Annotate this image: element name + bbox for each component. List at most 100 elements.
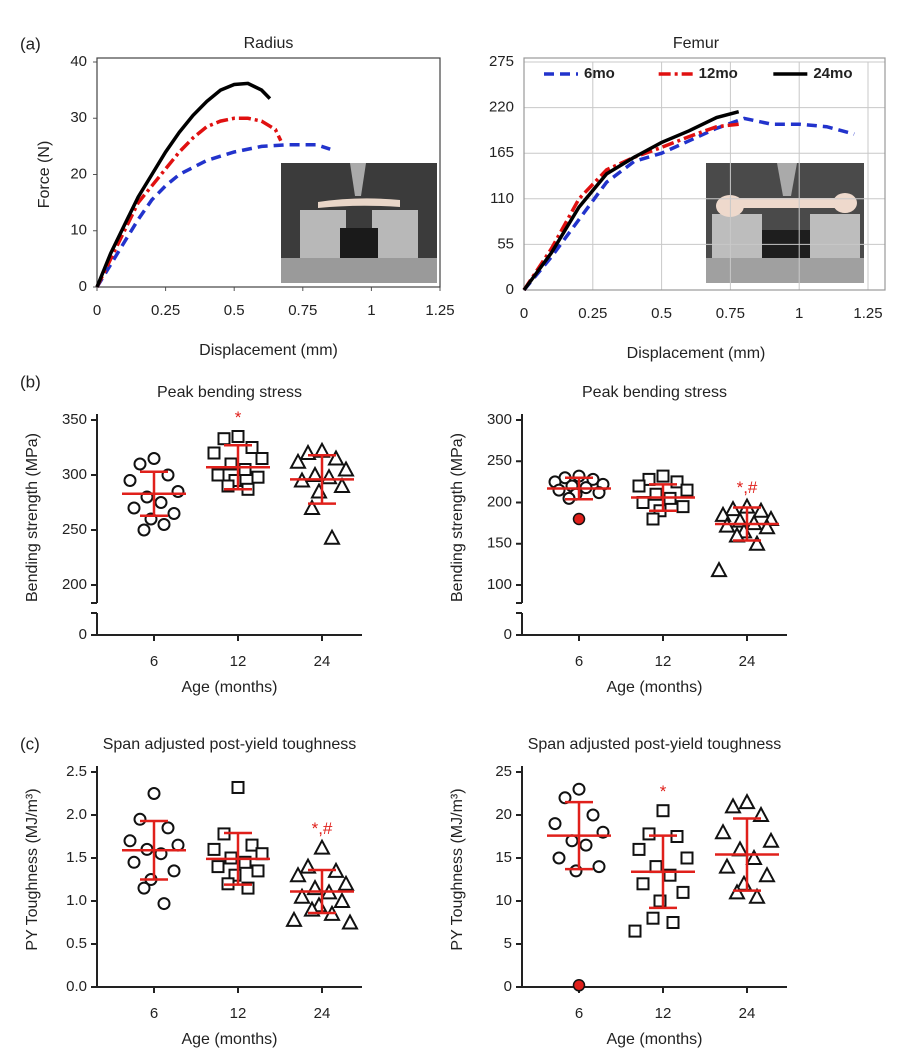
y-tick-label: 20 [70, 165, 87, 182]
data-point [167, 507, 181, 520]
data-point [636, 877, 650, 891]
y-tick-label: 0 [504, 626, 512, 643]
data-point [320, 468, 338, 485]
data-point [161, 821, 175, 835]
data-point [579, 838, 593, 852]
data-point [752, 501, 770, 518]
y-tick-label: 110 [490, 190, 514, 207]
data-point [133, 457, 147, 471]
plot-frame [523, 57, 886, 291]
y-tick-label: 40 [70, 53, 87, 70]
y-tick-label: 350 [62, 411, 87, 428]
y-tick-label: 0 [506, 281, 514, 298]
y-tick-label: 200 [62, 576, 87, 593]
legend-label: 12mo [699, 65, 738, 82]
chart-title: Span adjusted post-yield toughness [528, 736, 782, 753]
data-point [127, 855, 141, 869]
y-tick-label: 165 [489, 144, 514, 161]
x-tick-label: 1.25 [425, 302, 454, 319]
y-tick-label: 0 [79, 626, 87, 643]
data-point [663, 868, 677, 882]
data-point [762, 831, 780, 848]
outlier-point [572, 979, 586, 992]
significance-label: *,# [737, 478, 758, 497]
data-point [666, 916, 680, 929]
chart-title: Span adjusted post-yield toughness [103, 736, 357, 753]
data-point [211, 468, 225, 482]
data-point [238, 463, 252, 476]
data-point [656, 469, 670, 483]
data-point [653, 894, 667, 908]
x-tick-label: 6 [575, 1005, 583, 1022]
data-point [245, 441, 259, 454]
panel-label: (b) [20, 372, 41, 391]
data-point [724, 797, 742, 814]
x-tick-label: 1.25 [853, 305, 882, 322]
data-point [680, 483, 694, 497]
data-point [289, 452, 307, 469]
y-tick-label: 300 [487, 411, 512, 428]
data-point [676, 885, 690, 899]
data-point [656, 804, 670, 818]
chart-title: Radius [244, 35, 294, 52]
data-point [221, 479, 235, 493]
panel-label: (c) [20, 734, 40, 753]
data-point [171, 838, 185, 852]
data-point [649, 860, 663, 874]
data-point [228, 868, 242, 882]
x-tick-label: 0.5 [224, 302, 245, 319]
data-point [157, 897, 171, 911]
x-tick-label: 6 [150, 1005, 158, 1022]
data-point [758, 866, 776, 883]
x-tick-label: 0.5 [651, 305, 672, 322]
data-point [167, 864, 181, 878]
data-point [306, 465, 324, 482]
data-point [293, 887, 311, 904]
x-tick-label: 12 [655, 1005, 672, 1022]
significance-label: *,# [312, 819, 333, 838]
x-tick-label: 24 [739, 1005, 756, 1022]
x-tick-label: 0.75 [288, 302, 317, 319]
y-tick-label: 150 [487, 535, 512, 552]
x-axis-label: Age (months) [606, 1031, 702, 1048]
x-tick-label: 12 [655, 653, 672, 670]
y-tick-label: 0.0 [66, 978, 87, 995]
data-point [323, 528, 341, 545]
x-tick-label: 12 [230, 653, 247, 670]
data-point [718, 857, 736, 874]
y-tick-label: 220 [489, 99, 514, 116]
y-axis-label: Bending strength (MPa) [24, 433, 41, 602]
y-axis-label: Force (N) [36, 141, 53, 209]
x-tick-label: 1 [795, 305, 803, 322]
x-axis-label: Age (months) [606, 679, 702, 696]
data-point [337, 460, 355, 477]
data-point [632, 842, 646, 856]
y-tick-label: 20 [495, 806, 512, 823]
data-point [745, 514, 763, 531]
data-point [745, 848, 763, 865]
x-tick-label: 0 [520, 305, 528, 322]
data-point [123, 474, 137, 487]
x-tick-label: 24 [314, 1005, 331, 1022]
y-tick-label: 10 [495, 892, 512, 909]
panel-label: (a) [20, 34, 41, 53]
data-point [231, 780, 245, 794]
series-line [95, 142, 331, 288]
data-point [586, 808, 600, 822]
y-tick-label: 250 [62, 521, 87, 538]
x-tick-label: 0.25 [151, 302, 180, 319]
chart-title: Peak bending stress [582, 384, 727, 401]
data-point [171, 485, 185, 498]
x-tick-label: 0.75 [716, 305, 745, 322]
data-point [207, 842, 221, 856]
series-line [95, 116, 283, 288]
series-line [522, 116, 855, 292]
chart-title: Femur [673, 35, 720, 52]
x-axis-label: Displacement (mm) [627, 345, 766, 362]
data-point [592, 486, 606, 500]
data-point [127, 501, 141, 515]
y-axis-label: Bending strength (MPa) [449, 433, 466, 602]
y-tick-label: 200 [487, 493, 512, 510]
data-point [147, 787, 161, 800]
y-tick-label: 300 [62, 466, 87, 483]
